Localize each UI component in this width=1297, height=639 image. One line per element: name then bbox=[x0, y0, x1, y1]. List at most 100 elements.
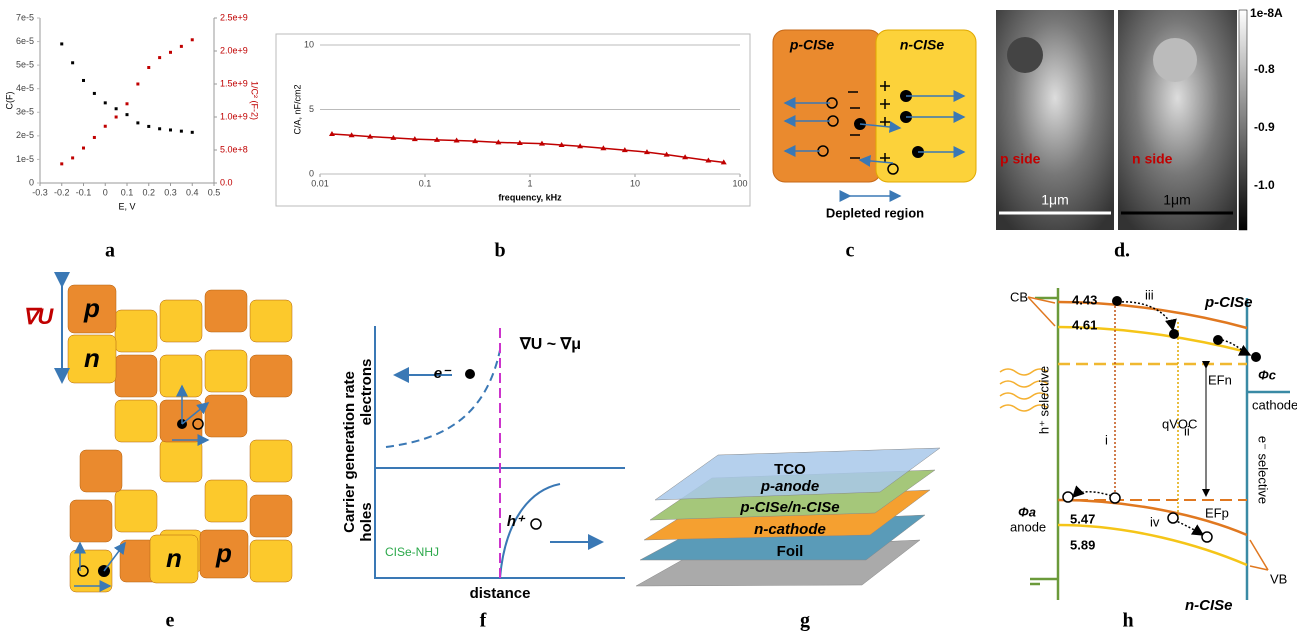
point bbox=[147, 66, 150, 69]
label: 1μm bbox=[1041, 192, 1069, 208]
layer-label: p-CISe/n-CISe bbox=[739, 499, 839, 516]
point bbox=[126, 113, 129, 116]
y-tick-label: 3e-5 bbox=[16, 107, 34, 117]
point bbox=[60, 42, 63, 45]
axis-label: Carrier generation rate bbox=[341, 371, 358, 533]
y-axis-label: C/A, nF/cm2 bbox=[292, 84, 302, 134]
point bbox=[104, 101, 107, 104]
panel-h bbox=[1000, 288, 1290, 600]
x-tick-label: 0.1 bbox=[121, 187, 134, 197]
page: a b c d. e f g h p-CISe n-CISe Depleted … bbox=[0, 0, 1297, 639]
x-tick-label: -0.2 bbox=[54, 187, 70, 197]
label: e⁻ bbox=[434, 365, 452, 382]
panel-label: d. bbox=[1114, 240, 1130, 262]
y2-tick-label: 1.0e+9 bbox=[220, 111, 248, 121]
y2-tick-label: 1.5e+9 bbox=[220, 78, 248, 88]
point bbox=[136, 83, 139, 86]
point bbox=[191, 38, 194, 41]
point bbox=[115, 116, 118, 119]
point bbox=[82, 147, 85, 150]
x-tick-label: 100 bbox=[732, 178, 747, 188]
panel-label: a bbox=[105, 240, 115, 262]
x-tick-label: 0.2 bbox=[142, 187, 155, 197]
chart-frame bbox=[276, 34, 750, 206]
x-tick-label: 0.5 bbox=[208, 187, 221, 197]
layer-label: p-anode bbox=[760, 478, 819, 495]
label: e⁻ selective bbox=[1256, 436, 1271, 504]
point bbox=[169, 51, 172, 54]
point bbox=[93, 92, 96, 95]
y-tick-label: 7e-5 bbox=[16, 12, 34, 22]
y-tick-label: 4e-5 bbox=[16, 83, 34, 93]
label: 5.47 bbox=[1070, 511, 1095, 526]
x-tick-label: 0.3 bbox=[164, 187, 177, 197]
x-tick-label: 0.01 bbox=[311, 178, 329, 188]
label: Φa bbox=[1018, 504, 1036, 519]
label: h⁺ bbox=[507, 513, 526, 530]
point bbox=[158, 56, 161, 59]
label: n bbox=[84, 343, 100, 373]
panel-d: p side n side 1μm 1μm 1e-8A -0.8 -0.9 -1… bbox=[996, 6, 1283, 230]
label: CISe-NHJ bbox=[385, 545, 439, 559]
y-tick-label: 0 bbox=[309, 168, 314, 178]
label: p-CISe bbox=[1204, 294, 1253, 311]
x-tick-label: 0.1 bbox=[419, 178, 432, 188]
point bbox=[180, 130, 183, 133]
label: VB bbox=[1270, 571, 1287, 586]
x-axis-label: frequency, kHz bbox=[498, 192, 562, 202]
axis-label: distance bbox=[470, 585, 531, 602]
colorbar-label: -0.8 bbox=[1254, 62, 1275, 76]
hole bbox=[531, 519, 541, 529]
y-tick-label: 0 bbox=[29, 177, 34, 187]
point bbox=[71, 156, 74, 159]
y-tick-label: 1e-5 bbox=[16, 154, 34, 164]
label: ii bbox=[1184, 423, 1190, 438]
panel-c: p-CISe n-CISe Depleted region bbox=[773, 30, 976, 220]
point bbox=[169, 128, 172, 131]
label: p-CISe bbox=[789, 37, 835, 53]
panel-f bbox=[375, 326, 625, 578]
y-tick-label: 6e-5 bbox=[16, 36, 34, 46]
figure: a b c d. e f g h p-CISe n-CISe Depleted … bbox=[0, 0, 1297, 634]
label: 1μm bbox=[1163, 192, 1191, 208]
label: EFn bbox=[1208, 372, 1232, 387]
x-tick-label: 10 bbox=[630, 178, 640, 188]
point bbox=[60, 162, 63, 165]
point bbox=[191, 131, 194, 134]
y-tick-label: 2e-5 bbox=[16, 130, 34, 140]
panel-label: e bbox=[166, 610, 175, 632]
y-tick-label: 5e-5 bbox=[16, 60, 34, 70]
label: n-CISe bbox=[900, 37, 945, 53]
point bbox=[93, 136, 96, 139]
point bbox=[104, 125, 107, 128]
layer-label: n-cathode bbox=[754, 521, 826, 538]
panel-label: f bbox=[480, 610, 487, 632]
point bbox=[180, 45, 183, 48]
point bbox=[115, 107, 118, 110]
label: h⁺ selective bbox=[1036, 366, 1051, 434]
y2-tick-label: 2.0e+9 bbox=[220, 45, 248, 55]
label: ∇U ~ ∇μ bbox=[519, 336, 581, 353]
line bbox=[332, 134, 724, 162]
y-tick-label: 5 bbox=[309, 104, 314, 114]
label: 4.61 bbox=[1072, 317, 1097, 332]
x-tick-label: 0.4 bbox=[186, 187, 199, 197]
label: p bbox=[215, 538, 232, 568]
panel-label: h bbox=[1122, 610, 1133, 632]
label: iv bbox=[1150, 514, 1160, 529]
colorbar-label: -0.9 bbox=[1254, 120, 1275, 134]
label: anode bbox=[1010, 519, 1046, 534]
point bbox=[147, 125, 150, 128]
label: 4.43 bbox=[1072, 292, 1097, 307]
x-tick-label: -0.1 bbox=[76, 187, 92, 197]
panel-label: b bbox=[494, 240, 505, 262]
y-axis-label: C(F) bbox=[4, 92, 14, 110]
y-tick-label: 10 bbox=[304, 39, 314, 49]
point bbox=[136, 121, 139, 124]
label: Depleted region bbox=[826, 205, 924, 220]
label: cathode bbox=[1252, 397, 1297, 412]
point bbox=[82, 79, 85, 82]
label: n side bbox=[1132, 151, 1173, 167]
label: qVOC bbox=[1162, 416, 1197, 431]
label: i bbox=[1105, 432, 1108, 447]
